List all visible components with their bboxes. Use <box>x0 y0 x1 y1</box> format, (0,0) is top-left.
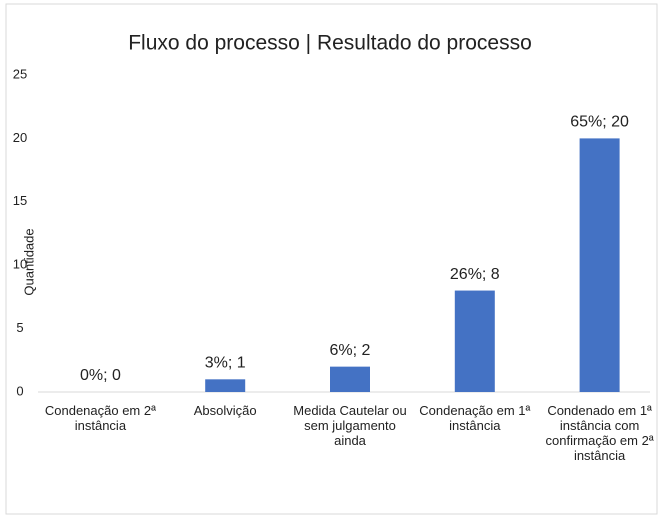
x-tick-label: Medida Cautelar ou sem julgamento ainda <box>293 403 407 448</box>
bar <box>454 290 495 392</box>
chart-frame <box>5 3 658 515</box>
data-label: 6%; 2 <box>330 342 371 359</box>
x-tick-label: Condenado em 1ª instância com confirmaçã… <box>545 403 654 463</box>
bar <box>579 138 620 392</box>
data-label: 0%; 0 <box>80 367 121 384</box>
y-axis-label: Quantidade <box>21 228 36 295</box>
y-tick-label: 20 <box>13 130 27 145</box>
x-tick-label: Absolvição <box>193 403 257 418</box>
y-tick-label: 5 <box>16 320 23 335</box>
chart-title: Fluxo do processo | Resultado do process… <box>128 32 532 55</box>
y-tick-label: 25 <box>13 66 27 81</box>
data-label: 3%; 1 <box>205 355 246 372</box>
y-tick-label: 15 <box>13 193 27 208</box>
data-label: 65%; 20 <box>570 114 629 131</box>
x-tick-label: Condenação em 1ª instância <box>419 403 531 433</box>
y-tick-label: 10 <box>13 257 27 272</box>
y-tick-label: 0 <box>16 383 23 398</box>
x-tick-label: Condenação em 2ª instância <box>44 403 156 433</box>
bar <box>205 379 246 392</box>
data-label: 26%; 8 <box>450 266 500 283</box>
bar <box>330 366 370 392</box>
